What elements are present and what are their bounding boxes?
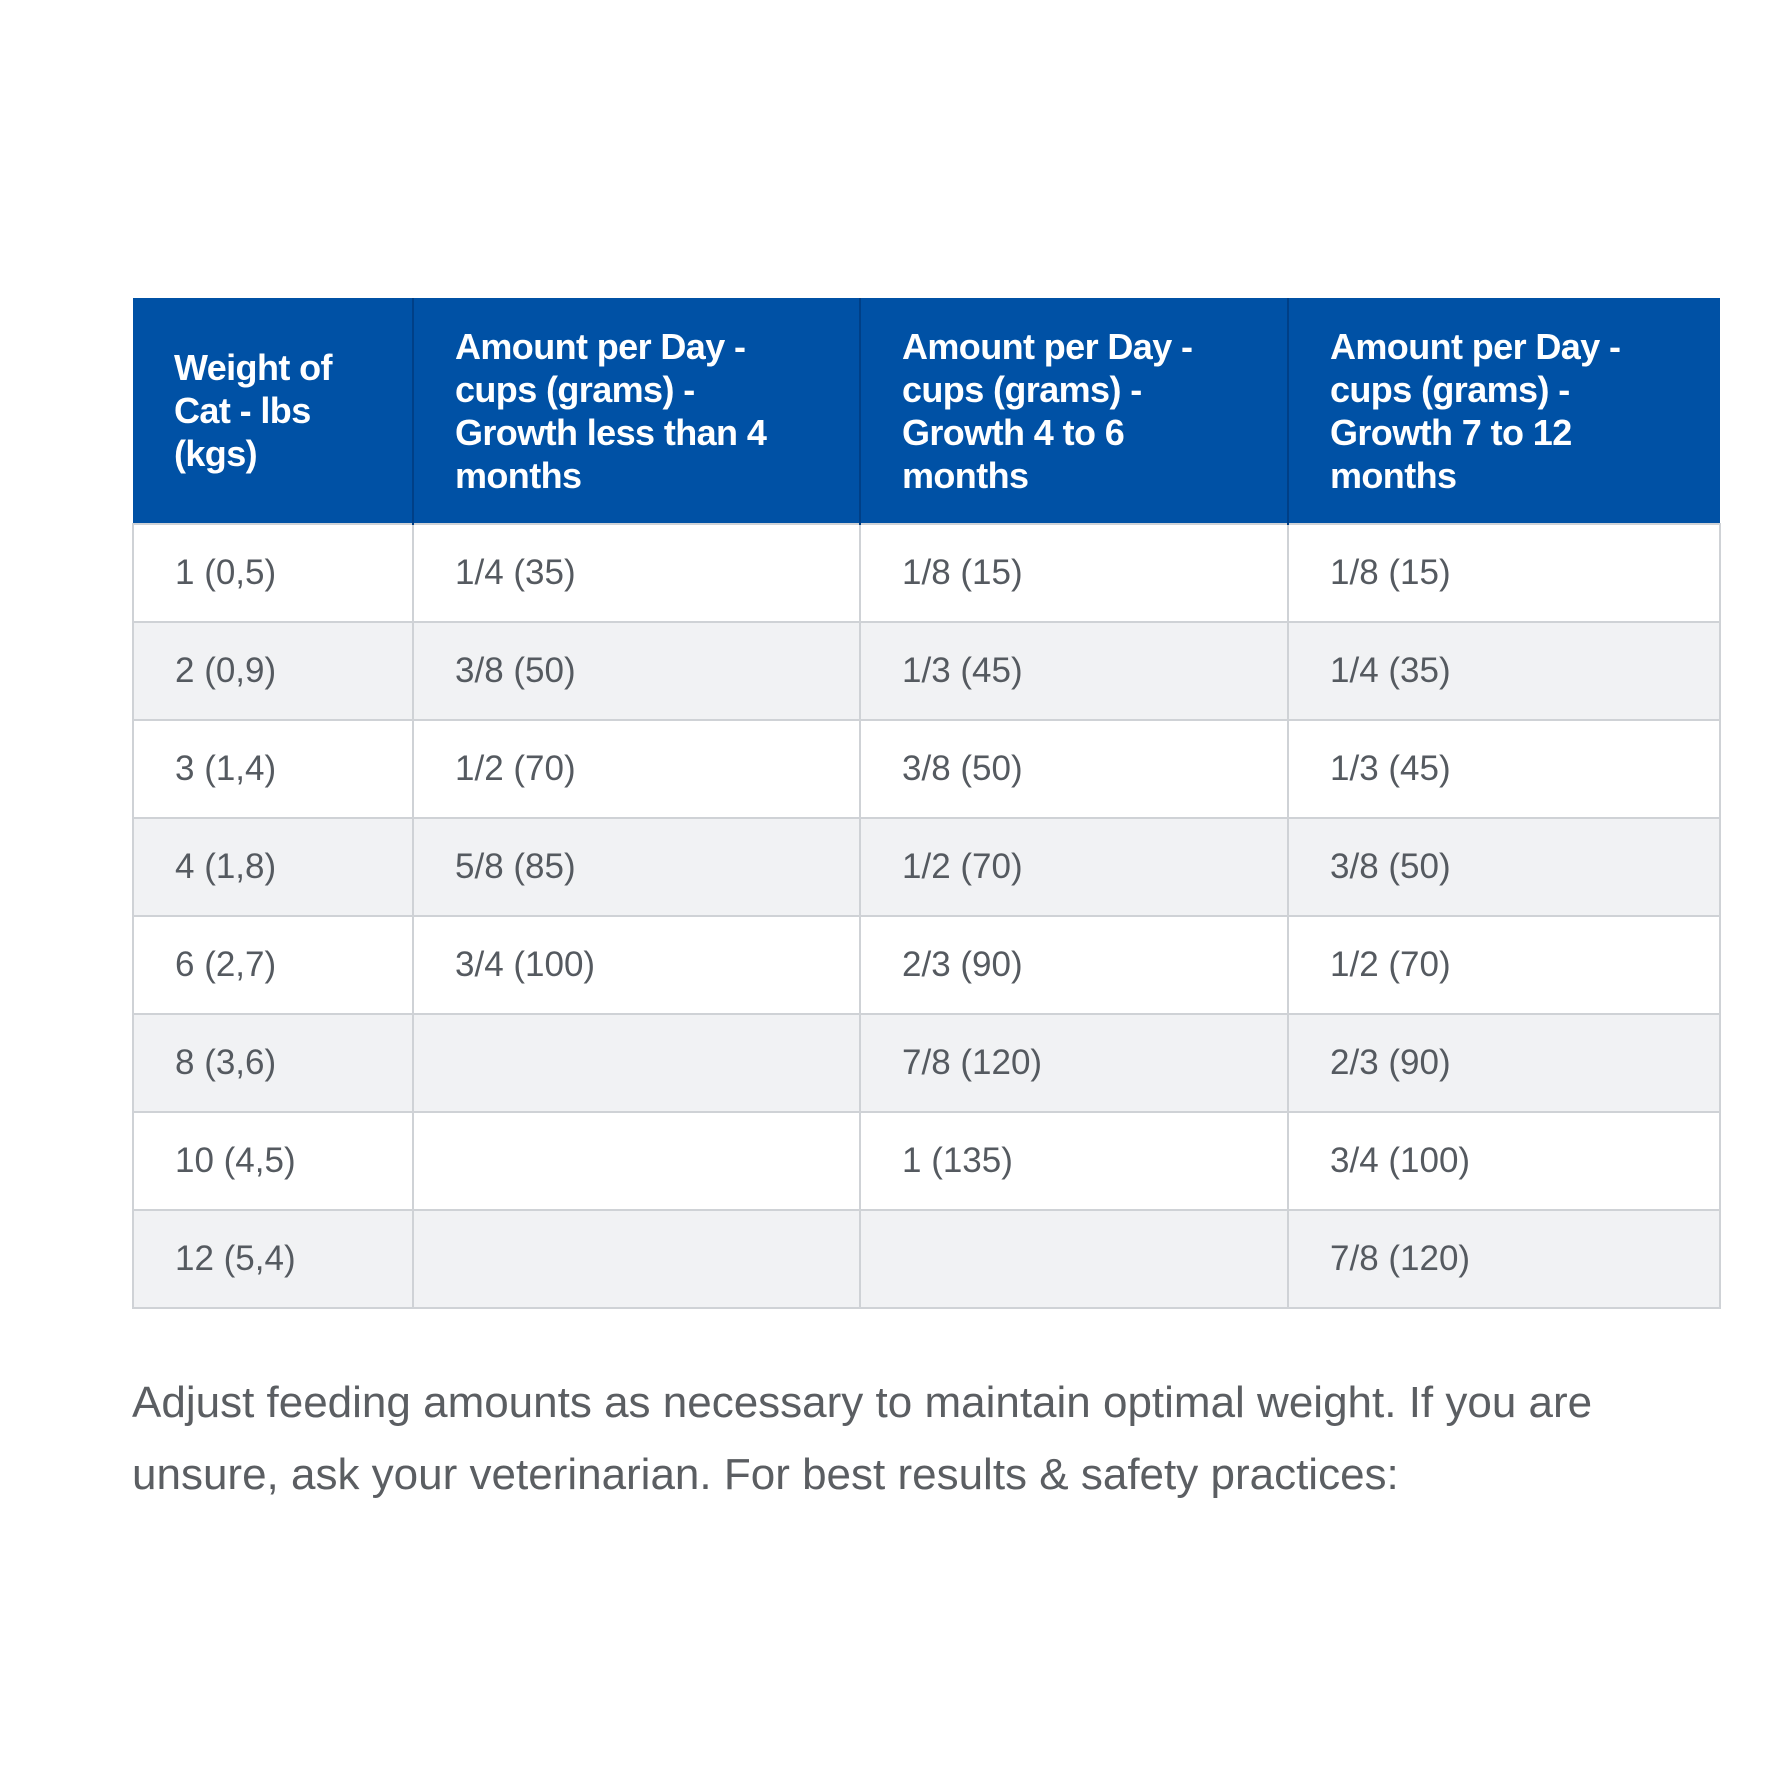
cell-weight: 1 (0,5) [132,523,414,623]
header-growth-under-4-months: Amount per Day - cups (grams) - Growth l… [412,298,860,524]
cell-weight: 8 (3,6) [132,1013,414,1113]
cell-weight: 12 (5,4) [132,1209,414,1309]
cell-growth-under-4-months: 3/4 (100) [412,915,861,1015]
table-row: 4 (1,8) 5/8 (85) 1/2 (70) 3/8 (50) [132,817,1721,917]
header-growth-7-to-12-months: Amount per Day - cups (grams) - Growth 7… [1287,298,1720,524]
cell-weight: 3 (1,4) [132,719,414,819]
cell-growth-4-to-6-months: 1/2 (70) [859,817,1289,917]
cell-growth-4-to-6-months [859,1209,1289,1309]
cell-growth-under-4-months [412,1013,861,1113]
cell-growth-4-to-6-months: 1 (135) [859,1111,1289,1211]
cell-growth-under-4-months: 5/8 (85) [412,817,861,917]
cell-growth-4-to-6-months: 7/8 (120) [859,1013,1289,1113]
cell-weight: 4 (1,8) [132,817,414,917]
cell-growth-under-4-months: 1/4 (35) [412,523,861,623]
cell-weight: 10 (4,5) [132,1111,414,1211]
cell-growth-under-4-months: 1/2 (70) [412,719,861,819]
cell-growth-7-to-12-months: 1/8 (15) [1287,523,1721,623]
cell-growth-4-to-6-months: 1/3 (45) [859,621,1289,721]
header-weight: Weight of Cat - lbs (kgs) [133,298,413,524]
table-row: 10 (4,5) 1 (135) 3/4 (100) [132,1111,1721,1211]
feeding-note: Adjust feeding amounts as necessary to m… [132,1378,1593,1499]
cell-growth-4-to-6-months: 2/3 (90) [859,915,1289,1015]
feeding-table: Weight of Cat - lbs (kgs) Amount per Day… [132,298,1721,1309]
cell-growth-7-to-12-months: 2/3 (90) [1287,1013,1721,1113]
table-row: 2 (0,9) 3/8 (50) 1/3 (45) 1/4 (35) [132,621,1721,721]
table-row: 12 (5,4) 7/8 (120) [132,1209,1721,1309]
header-growth-4-to-6-months: Amount per Day - cups (grams) - Growth 4… [859,298,1288,524]
cell-growth-7-to-12-months: 1/4 (35) [1287,621,1721,721]
feeding-guide: Weight of Cat - lbs (kgs) Amount per Day… [132,298,1721,1555]
cell-growth-under-4-months [412,1209,861,1309]
cell-growth-7-to-12-months: 1/3 (45) [1287,719,1721,819]
cell-growth-under-4-months [412,1111,861,1211]
cell-growth-4-to-6-months: 3/8 (50) [859,719,1289,819]
cell-weight: 6 (2,7) [132,915,414,1015]
cell-growth-7-to-12-months: 3/8 (50) [1287,817,1721,917]
table-header-row: Weight of Cat - lbs (kgs) Amount per Day… [133,298,1720,524]
cell-growth-7-to-12-months: 7/8 (120) [1287,1209,1721,1309]
table-row: 6 (2,7) 3/4 (100) 2/3 (90) 1/2 (70) [132,915,1721,1015]
cell-growth-under-4-months: 3/8 (50) [412,621,861,721]
table-row: 8 (3,6) 7/8 (120) 2/3 (90) [132,1013,1721,1113]
cell-growth-4-to-6-months: 1/8 (15) [859,523,1289,623]
cell-growth-7-to-12-months: 1/2 (70) [1287,915,1721,1015]
cell-growth-7-to-12-months: 3/4 (100) [1287,1111,1721,1211]
table-row: 3 (1,4) 1/2 (70) 3/8 (50) 1/3 (45) [132,719,1721,819]
cell-weight: 2 (0,9) [132,621,414,721]
table-row: 1 (0,5) 1/4 (35) 1/8 (15) 1/8 (15) [132,523,1721,623]
